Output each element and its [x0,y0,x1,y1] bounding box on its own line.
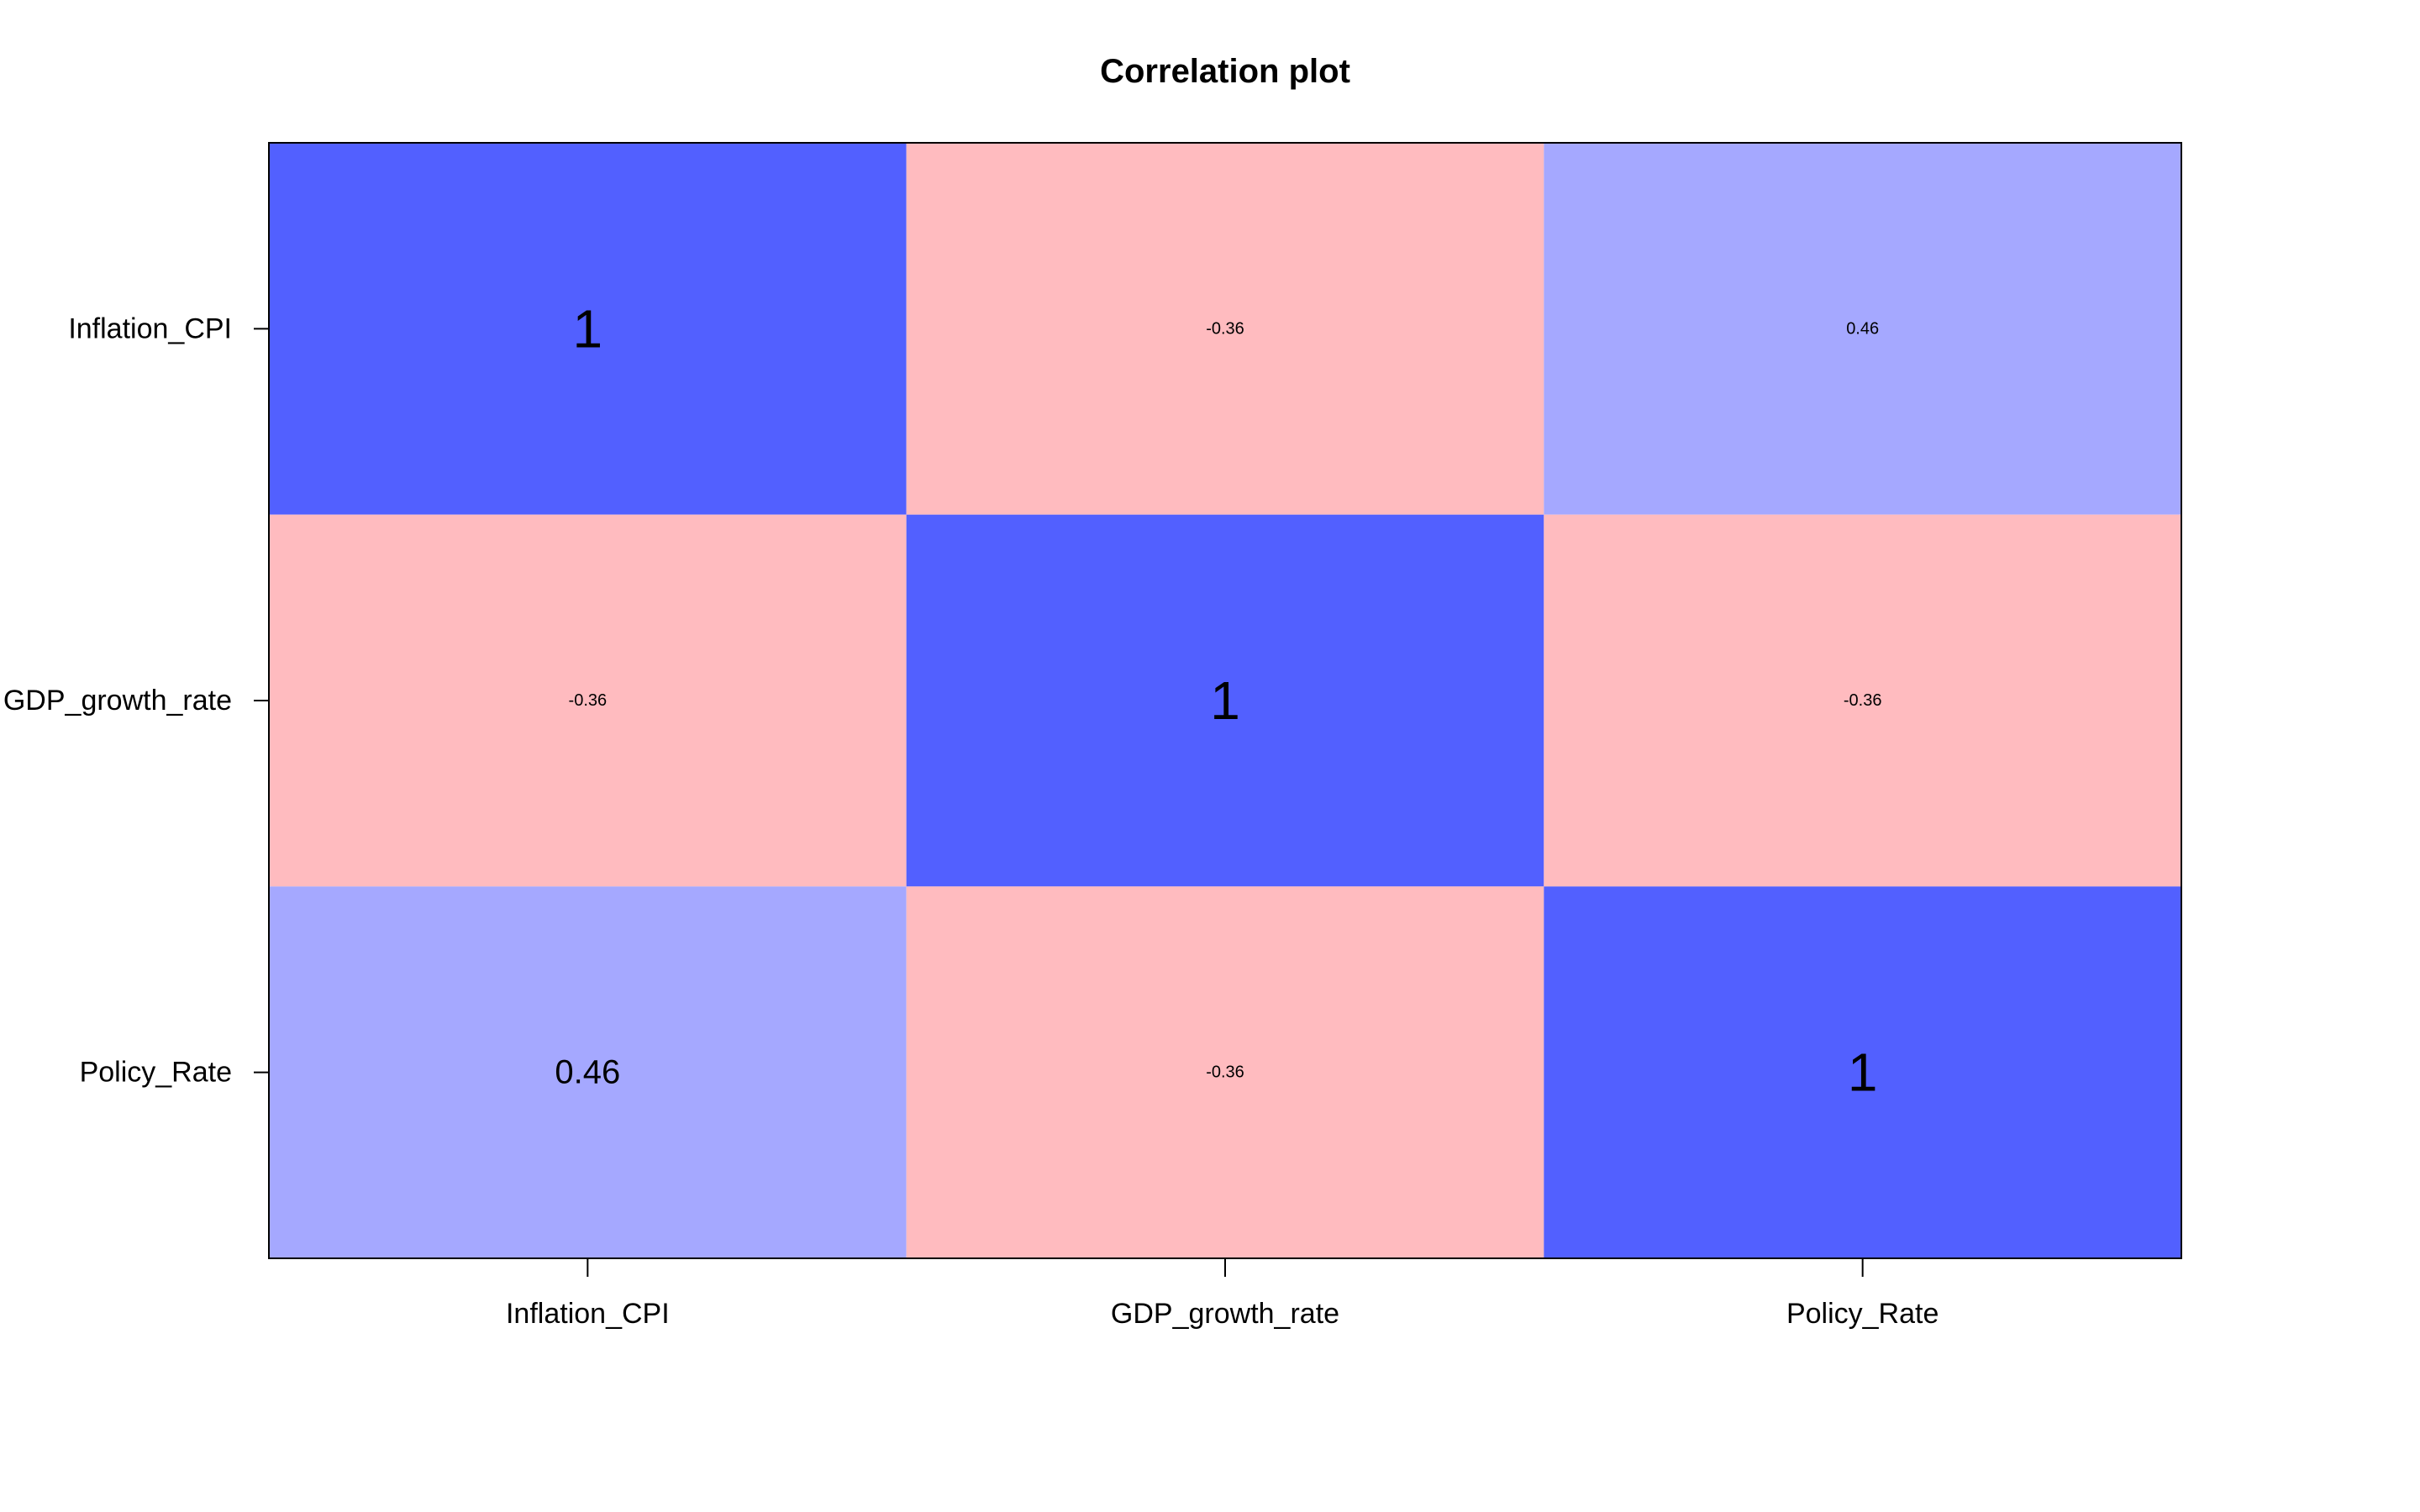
cell-value-label: 1 [1848,1042,1878,1103]
y-tick-label: GDP_growth_rate [3,685,232,717]
y-tick-label: Inflation_CPI [68,312,232,344]
x-tick-label: Policy_Rate [1786,1298,1939,1330]
cell-value-label: -0.36 [1206,1063,1244,1082]
heatmap-cell-Inflation_CPI-Policy_Rate [1544,143,2181,515]
heatmap-cell-GDP_growth_rate-Inflation_CPI [269,514,907,887]
chart-title: Correlation plot [1100,53,1350,90]
heatmap-cell-Policy_Rate-Policy_Rate [1544,886,2181,1258]
heatmap-cell-labels: 1 -0.36 0.46 -0.36 1 -0.36 0.46 -0.36 1 [555,298,1881,1102]
heatmap-cell-Inflation_CPI-Inflation_CPI [269,143,907,515]
x-axis: Inflation_CPI GDP_growth_rate Policy_Rate [506,1258,1939,1330]
heatmap-cells [269,143,2181,1258]
cell-value-label: -0.36 [1206,319,1244,338]
cell-value-label: 0.46 [1846,319,1879,338]
heatmap-cell-Policy_Rate-GDP_growth_rate [906,886,1544,1258]
heatmap-cell-Policy_Rate-Inflation_CPI [269,886,907,1258]
cell-value-label: -0.36 [1844,691,1882,710]
y-tick-label: Policy_Rate [80,1057,232,1089]
heatmap-cell-GDP_growth_rate-GDP_growth_rate [906,514,1544,887]
cell-value-label: 0.46 [555,1054,620,1091]
heatmap-cell-GDP_growth_rate-Policy_Rate [1544,514,2181,887]
heatmap-cell-Inflation_CPI-GDP_growth_rate [906,143,1544,515]
cell-value-label: 1 [1210,670,1240,731]
y-axis: Inflation_CPI GDP_growth_rate Policy_Rate [3,312,269,1089]
cell-value-label: -0.36 [569,691,608,710]
x-tick-label: GDP_growth_rate [1111,1298,1339,1330]
x-tick-label: Inflation_CPI [506,1298,670,1330]
cell-value-label: 1 [573,298,603,359]
